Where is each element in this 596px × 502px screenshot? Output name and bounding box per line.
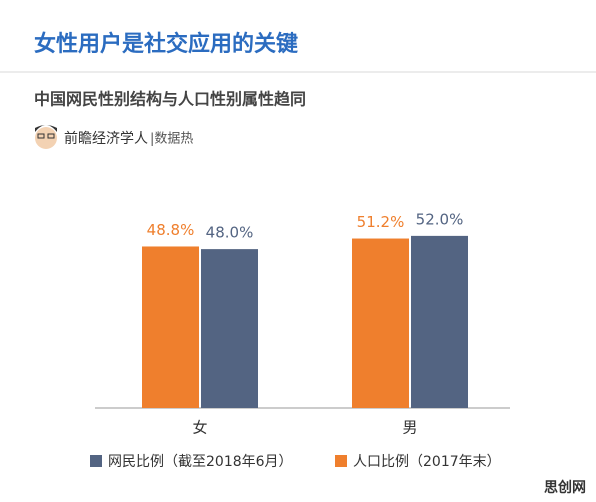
legend-swatch	[335, 455, 347, 467]
watermark: 思创网	[544, 479, 586, 496]
page-title: 女性用户是社交应用的关键	[34, 31, 298, 57]
value-label: 52.0%	[416, 210, 464, 228]
bar	[201, 249, 258, 408]
bar	[352, 238, 409, 408]
x-tick-label: 男	[402, 419, 417, 437]
legend-swatch	[90, 455, 102, 467]
legend-label: 人口比例（2017年末）	[353, 454, 501, 470]
author-icon	[35, 125, 57, 149]
legend-label: 网民比例（截至2018年6月）	[108, 454, 293, 470]
bar	[142, 246, 199, 408]
bar	[411, 235, 468, 408]
value-label: 51.2%	[357, 213, 405, 231]
chart-title: 中国网民性别结构与人口性别属性趋同	[34, 90, 306, 109]
value-label: 48.8%	[147, 221, 195, 239]
author: 前瞻经济学人	[64, 130, 148, 147]
source: |数据热	[150, 132, 193, 147]
x-tick-label: 女	[192, 419, 207, 437]
value-label: 48.0%	[206, 224, 254, 242]
